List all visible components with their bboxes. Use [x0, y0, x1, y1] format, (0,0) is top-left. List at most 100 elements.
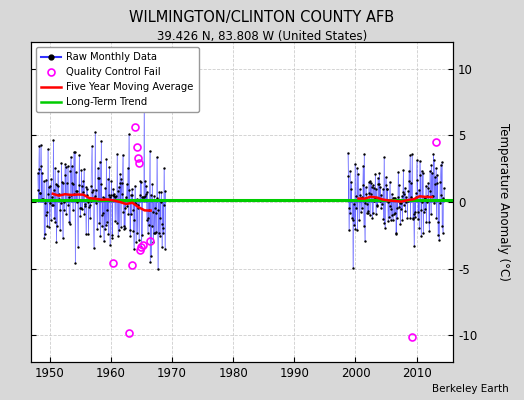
Point — [119, 209, 127, 215]
Point — [82, 184, 91, 191]
Point — [112, 192, 120, 199]
Point — [99, 194, 107, 200]
Point — [55, 196, 63, 202]
Point — [378, 196, 387, 203]
Point — [72, 168, 80, 175]
Point — [120, 226, 128, 232]
Point — [123, 181, 131, 188]
Point — [401, 184, 409, 191]
Point — [73, 188, 81, 194]
Text: Berkeley Earth: Berkeley Earth — [432, 384, 508, 394]
Point — [389, 194, 398, 201]
Point — [75, 152, 83, 158]
Point — [104, 231, 113, 237]
Point — [139, 194, 147, 200]
Point — [366, 190, 375, 197]
Point — [406, 152, 414, 159]
Point — [89, 187, 97, 193]
Point — [373, 202, 381, 209]
Point — [353, 165, 361, 171]
Point — [49, 202, 57, 208]
Point — [346, 168, 354, 174]
Point — [66, 168, 74, 174]
Point — [127, 191, 135, 198]
Point — [150, 192, 158, 199]
Point — [432, 215, 441, 221]
Point — [77, 204, 85, 211]
Point — [366, 212, 374, 218]
Point — [154, 207, 162, 213]
Point — [103, 206, 112, 213]
Point — [440, 185, 448, 192]
Point — [51, 219, 60, 226]
Point — [414, 216, 422, 222]
Point — [62, 197, 71, 204]
Point — [379, 216, 388, 222]
Point — [439, 230, 447, 236]
Point — [387, 206, 395, 213]
Point — [383, 186, 391, 192]
Point — [74, 197, 82, 203]
Point — [429, 193, 437, 200]
Point — [423, 184, 432, 191]
Point — [156, 215, 165, 222]
Point — [40, 235, 48, 242]
Point — [147, 222, 156, 229]
Point — [95, 220, 103, 226]
Point — [96, 180, 105, 187]
Point — [112, 219, 121, 226]
Point — [106, 194, 115, 200]
Point — [66, 221, 74, 228]
Point — [411, 194, 420, 200]
Point — [395, 182, 403, 188]
Point — [403, 215, 411, 222]
Point — [34, 186, 42, 193]
Point — [400, 202, 408, 208]
Point — [406, 214, 414, 221]
Point — [361, 200, 369, 206]
Point — [428, 170, 436, 176]
Point — [50, 215, 59, 221]
Point — [427, 162, 435, 168]
Point — [57, 160, 66, 166]
Point — [398, 193, 406, 199]
Point — [85, 204, 93, 210]
Point — [61, 161, 69, 168]
Point — [45, 223, 53, 230]
Point — [152, 154, 161, 160]
Point — [387, 191, 396, 197]
Point — [409, 210, 418, 217]
Point — [416, 158, 424, 164]
Point — [113, 151, 121, 157]
Point — [133, 196, 141, 202]
Point — [365, 179, 373, 185]
Point — [129, 246, 138, 252]
Point — [424, 219, 433, 226]
Point — [118, 152, 127, 158]
Point — [388, 217, 397, 224]
Point — [50, 187, 58, 193]
Point — [385, 198, 393, 204]
Point — [427, 211, 435, 217]
Point — [403, 197, 411, 203]
Point — [128, 192, 136, 198]
Point — [48, 202, 56, 208]
Point — [346, 210, 355, 216]
Point — [418, 199, 427, 205]
Point — [54, 183, 63, 189]
Point — [159, 230, 168, 236]
Point — [80, 210, 89, 217]
Point — [74, 181, 83, 188]
Point — [146, 259, 155, 266]
Point — [47, 216, 55, 223]
Point — [134, 205, 143, 211]
Point — [396, 200, 404, 207]
Point — [116, 223, 125, 230]
Point — [132, 239, 140, 245]
Point — [145, 222, 153, 228]
Point — [386, 202, 394, 209]
Point — [414, 186, 423, 193]
Point — [430, 200, 439, 206]
Point — [433, 180, 441, 186]
Point — [146, 148, 154, 154]
